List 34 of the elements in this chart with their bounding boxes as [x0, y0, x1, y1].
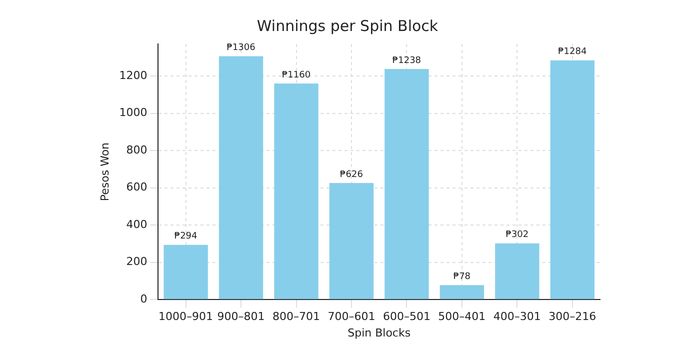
bar [329, 182, 374, 300]
x-tick-label: 400–301 [493, 310, 541, 324]
data-label: ₱626 [340, 170, 364, 180]
y-tick-label: 0 [140, 292, 148, 306]
y-tick-label: 400 [126, 218, 148, 231]
x-tick-label: 1000–901 [158, 310, 214, 324]
x-axis-title: Spin Blocks [348, 326, 411, 340]
x-tick-label: 600–501 [382, 310, 430, 324]
data-label: ₱302 [506, 230, 529, 240]
y-tick-label: 600 [126, 180, 148, 194]
x-tick-label: 800–701 [272, 310, 320, 324]
chart-title: Winnings per Spin Block [256, 16, 438, 35]
x-tick-label: 900–801 [217, 310, 265, 324]
data-label: ₱1160 [282, 70, 311, 80]
y-axis-title: Pesos Won [98, 142, 112, 202]
y-tick-label: 200 [126, 255, 148, 268]
y-tick-label: 800 [126, 143, 148, 156]
y-tick-label: 1000 [119, 106, 148, 120]
bar [440, 285, 484, 300]
bar [274, 83, 318, 300]
data-label: ₱78 [453, 272, 471, 282]
x-tick-label: 500–401 [438, 310, 486, 324]
data-label: ₱1238 [392, 56, 422, 66]
data-label: ₱1284 [558, 47, 587, 58]
data-label: ₱294 [174, 232, 198, 242]
x-tick-label: 700–601 [328, 310, 376, 324]
bar [164, 244, 208, 300]
data-label: ₱1306 [226, 43, 256, 54]
bar [495, 243, 540, 300]
x-tick-label: 300–216 [548, 310, 596, 324]
bar [550, 60, 594, 300]
bar [218, 56, 264, 300]
y-tick-label: 1200 [119, 68, 148, 82]
bar [384, 68, 429, 300]
